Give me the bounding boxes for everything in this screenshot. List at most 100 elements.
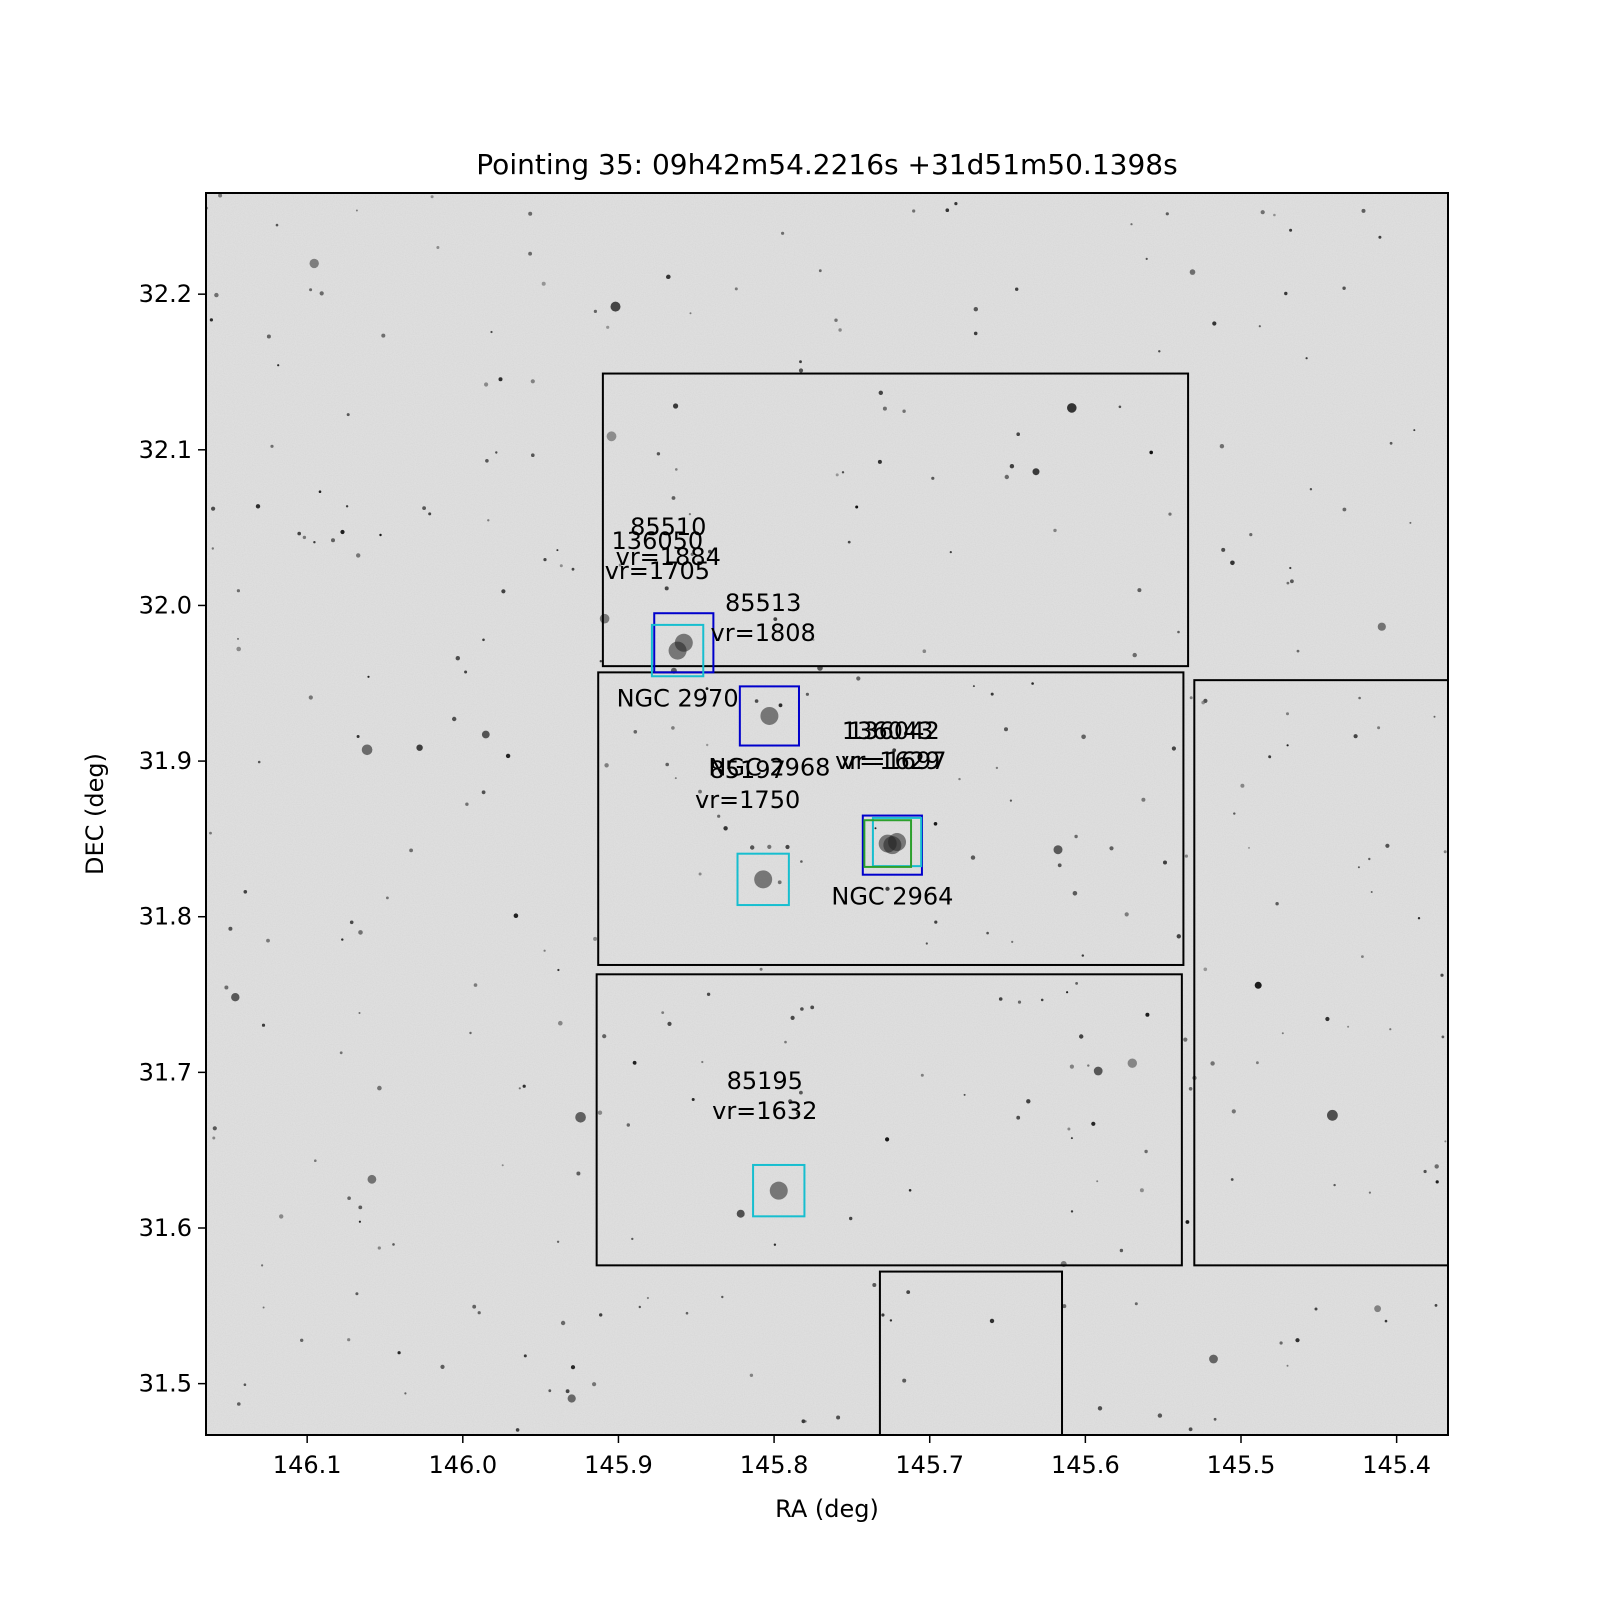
star [632, 1060, 637, 1065]
pointing-footprints [595, 372, 1448, 1435]
star [1189, 696, 1193, 700]
star [1203, 967, 1208, 972]
galaxy-id-label: 85510 [630, 513, 706, 541]
star [717, 814, 721, 818]
star [1210, 1061, 1215, 1066]
star [481, 730, 490, 739]
star [1053, 845, 1063, 855]
y-tick-label: 31.7 [139, 1058, 192, 1086]
star [469, 1031, 472, 1035]
star [1011, 940, 1014, 944]
star [1096, 1180, 1099, 1183]
star [319, 291, 324, 296]
star [1066, 991, 1069, 994]
star [481, 790, 486, 795]
star [633, 730, 638, 734]
star [1118, 405, 1122, 409]
star [1440, 973, 1444, 977]
star [484, 382, 489, 387]
star [1240, 783, 1245, 788]
star [498, 377, 503, 382]
star [452, 716, 457, 722]
star [1040, 998, 1044, 1002]
star [1171, 746, 1176, 751]
y-tick-label: 31.5 [139, 1370, 192, 1398]
star [455, 656, 460, 661]
star [543, 558, 547, 562]
galaxy-vr-label: vr=1884 [616, 543, 721, 571]
star [841, 471, 845, 474]
star [297, 531, 302, 536]
star [340, 529, 345, 535]
star [1286, 1364, 1289, 1367]
star [998, 997, 1003, 1001]
star [1188, 1427, 1193, 1432]
star [889, 1319, 893, 1322]
star [705, 687, 709, 690]
star [1327, 1109, 1338, 1121]
star [422, 506, 426, 510]
star [773, 617, 778, 621]
star [671, 528, 674, 532]
star [690, 552, 694, 556]
star [664, 586, 669, 591]
x-axis-label: RA (deg) [775, 1495, 879, 1523]
star [277, 364, 280, 367]
star [358, 1012, 361, 1014]
star [356, 553, 361, 558]
star [810, 1005, 815, 1010]
star [754, 699, 759, 703]
star [358, 1220, 361, 1223]
star [597, 1110, 603, 1115]
y-tick-label: 31.8 [139, 903, 192, 931]
footprint-rect [595, 973, 1183, 1267]
star [777, 880, 782, 885]
star [318, 490, 322, 494]
y-tick-label: 32.2 [139, 280, 192, 308]
star [1158, 350, 1161, 353]
star [345, 505, 349, 508]
galaxy-image [878, 834, 897, 853]
star [673, 403, 679, 409]
star [604, 763, 609, 768]
star [214, 292, 219, 298]
star [381, 333, 386, 338]
star [1097, 1406, 1103, 1411]
sky-noise [206, 193, 1448, 1435]
star [1231, 1109, 1236, 1114]
star [261, 1264, 264, 1267]
star [1219, 444, 1225, 449]
star [599, 660, 602, 663]
star [436, 246, 440, 249]
galaxy-name-label: NGC 2968 [708, 754, 830, 782]
star [1213, 1417, 1217, 1421]
star [1079, 1034, 1084, 1039]
star [355, 209, 358, 212]
star [556, 1240, 560, 1244]
galaxy-image [760, 706, 779, 725]
star [1137, 588, 1142, 593]
star [487, 519, 490, 522]
star [1368, 857, 1371, 861]
star [698, 789, 702, 794]
star [557, 968, 560, 972]
star [800, 1007, 804, 1011]
star [465, 802, 469, 806]
galaxy-vr-label: vr=1808 [711, 619, 816, 647]
star [482, 638, 485, 642]
galaxy-vr-label: vr=1697 [841, 747, 946, 775]
star [723, 826, 728, 831]
star [708, 549, 712, 554]
star [349, 920, 354, 925]
star [599, 613, 610, 624]
star [575, 1112, 586, 1123]
star [698, 872, 702, 876]
star [279, 1214, 284, 1219]
star [1209, 1354, 1218, 1364]
star [347, 1196, 351, 1200]
star [834, 318, 838, 322]
footprint-rect [597, 671, 1185, 966]
star [933, 822, 938, 826]
star [1384, 1319, 1388, 1323]
star [618, 563, 622, 567]
